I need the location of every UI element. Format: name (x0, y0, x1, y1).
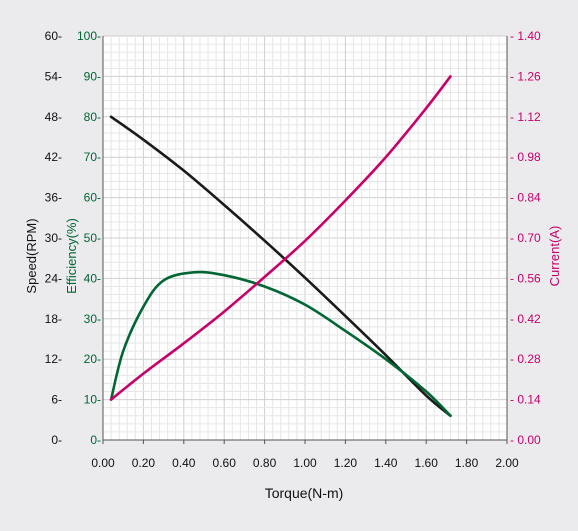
current-tick-label: - 0.42 (510, 312, 541, 326)
speed-tick-label: 0- (51, 433, 62, 447)
speed-tick-label: 54- (45, 69, 62, 83)
x-tick-label: 0.80 (253, 456, 277, 470)
speed-tick-label: 30- (45, 231, 62, 245)
speed-tick-label: 60- (45, 29, 62, 43)
x-tick-label: 1.80 (455, 456, 479, 470)
current-tick-label: - 0.70 (510, 231, 541, 245)
grid-lines (102, 35, 508, 441)
efficiency-tick-label: 20- (84, 352, 101, 366)
speed-tick-label: 42- (45, 150, 62, 164)
current-tick-label: - 0.00 (510, 433, 541, 447)
current-tick-label: - 1.12 (510, 110, 541, 124)
x-tick-label: 1.20 (334, 456, 358, 470)
speed-tick-label: 6- (51, 393, 62, 407)
current-series-line (109, 75, 452, 401)
x-tick-label: 1.00 (293, 456, 317, 470)
axes (102, 36, 508, 444)
current-tick-label: - 1.26 (510, 69, 541, 83)
current-tick-label: - 0.56 (510, 271, 541, 285)
efficiency-axis-label: Efficiency(%) (64, 218, 79, 294)
x-tick-label: 0.40 (172, 456, 196, 470)
speed-tick-label: 48- (45, 110, 62, 124)
current-tick-label: - 1.40 (510, 29, 541, 43)
speed-tick-label: 24- (45, 271, 62, 285)
x-axis-label: Torque(N-m) (265, 485, 344, 501)
tick-labels: 0.00 0.20 0.40 0.60 0.80 1.00 1.20 1.40 1.60 1.80… (45, 29, 541, 470)
efficiency-tick-label: 60- (84, 191, 101, 205)
speed-tick-label: 18- (45, 312, 62, 326)
efficiency-tick-label: 80- (84, 110, 101, 124)
efficiency-tick-label: 0- (90, 433, 101, 447)
x-tick-label: 0.00 (91, 456, 115, 470)
efficiency-tick-label: 100- (77, 29, 101, 43)
efficiency-series-line (109, 270, 452, 418)
efficiency-tick-label: 30- (84, 312, 101, 326)
efficiency-tick-label: 10- (84, 393, 101, 407)
x-tick-label: 1.40 (374, 456, 398, 470)
series-lines (109, 75, 452, 418)
current-tick-label: - 0.28 (510, 352, 541, 366)
current-tick-label: - 0.14 (510, 393, 541, 407)
current-tick-label: - 0.84 (510, 191, 541, 205)
x-tick-label: 0.20 (132, 456, 156, 470)
speed-tick-label: 12- (45, 352, 62, 366)
current-tick-label: - 0.98 (510, 150, 541, 164)
x-tick-label: 2.00 (495, 456, 519, 470)
current-axis-label: Current(A) (547, 226, 562, 287)
x-tick-label: 0.60 (213, 456, 237, 470)
efficiency-tick-label: 40- (84, 271, 101, 285)
x-tick-label: 1.60 (415, 456, 439, 470)
speed-axis-label: Speed(RPM) (24, 218, 39, 293)
efficiency-tick-label: 50- (84, 231, 101, 245)
efficiency-tick-label: 70- (84, 150, 101, 164)
speed-tick-label: 36- (45, 191, 62, 205)
efficiency-tick-label: 90- (84, 69, 101, 83)
